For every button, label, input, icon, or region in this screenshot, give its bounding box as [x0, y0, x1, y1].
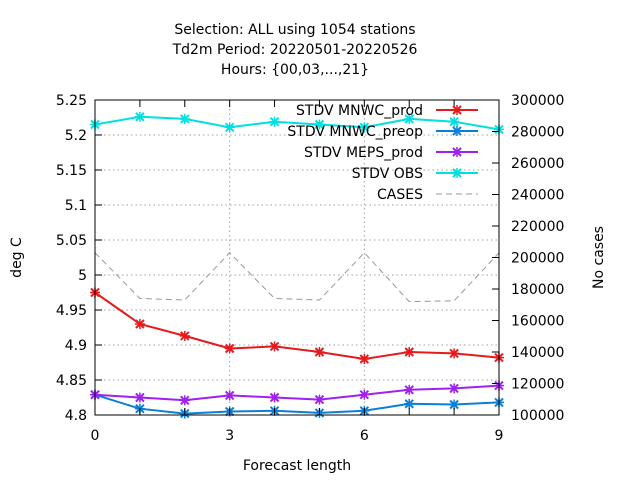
legend-marker [452, 105, 462, 115]
data-point [134, 392, 145, 403]
data-point [269, 341, 280, 352]
data-point [224, 343, 235, 354]
y-tick-label: 5.25 [56, 93, 87, 109]
data-point [224, 122, 235, 133]
legend-marker [452, 147, 462, 157]
data-point [404, 398, 415, 409]
chart-title-line: Hours: {00,03,...,21} [221, 62, 369, 78]
legend-item: STDV OBS [352, 166, 478, 182]
legend-item: STDV MEPS_prod [304, 145, 478, 161]
y-tick-label: 4.85 [56, 373, 87, 389]
legend-label: STDV MNWC_prod [296, 103, 423, 119]
y2-axis-label: No cases [591, 226, 607, 289]
chart-series [90, 111, 504, 419]
x-axis-label: Forecast length [243, 458, 351, 474]
y2-tick-label: 220000 [511, 219, 564, 235]
data-point [359, 389, 370, 400]
y2-tick-label: 100000 [511, 408, 564, 424]
y2-tick-label: 240000 [511, 188, 564, 204]
y2-tick-label: 300000 [511, 93, 564, 109]
data-point [449, 383, 460, 394]
data-point [134, 319, 145, 329]
data-point [314, 394, 325, 405]
data-point [269, 392, 280, 403]
x-tick-label: 6 [360, 428, 369, 444]
legend-label: STDV MNWC_preop [287, 124, 423, 140]
data-point [359, 354, 370, 364]
x-tick-label: 0 [91, 428, 100, 444]
data-point [404, 113, 415, 124]
legend-label: CASES [377, 187, 423, 203]
chart-title-line: Td2m Period: 20220501-20220526 [172, 42, 418, 58]
data-point [179, 330, 190, 341]
y2-tick-label: 200000 [511, 251, 564, 267]
y2-tick-label: 140000 [511, 345, 564, 361]
chart-title-line: Selection: ALL using 1054 stations [174, 22, 415, 38]
y2-tick-label: 280000 [511, 125, 564, 141]
y2-tick-label: 260000 [511, 156, 564, 172]
series-line-4 [94, 252, 500, 303]
y2-tick-label: 120000 [511, 377, 564, 393]
series-line-3 [94, 115, 500, 131]
chart-title: Selection: ALL using 1054 stations Td2m P… [172, 22, 418, 78]
x-tick-label: 3 [225, 428, 234, 444]
data-point [449, 116, 460, 127]
series-line-1 [94, 393, 500, 415]
y-tick-label: 5 [78, 268, 87, 284]
data-point [224, 390, 235, 401]
data-point [134, 111, 145, 122]
y-tick-label: 4.95 [56, 303, 87, 319]
data-point [314, 119, 325, 130]
x-tick-label: 9 [495, 428, 504, 444]
y-tick-label: 4.8 [65, 408, 87, 424]
y2-tick-label: 160000 [511, 314, 564, 330]
legend-item: STDV MNWC_preop [287, 124, 478, 140]
data-point [404, 347, 415, 357]
y-tick-label: 5.1 [65, 198, 87, 214]
legend-marker [452, 168, 462, 178]
data-point [404, 384, 415, 395]
legend-marker [452, 126, 462, 136]
plot-frame [94, 99, 500, 416]
chart-legend: STDV MNWC_prod STDV MNWC_preop STDV MEPS_p… [287, 103, 478, 203]
y-tick-label: 5.05 [56, 233, 87, 249]
legend-label: STDV MEPS_prod [304, 145, 423, 161]
y-tick-label: 5.15 [56, 163, 87, 179]
data-point [314, 347, 325, 357]
data-point [449, 348, 460, 359]
data-point [359, 122, 370, 133]
data-point [269, 116, 280, 127]
y-axis-label: deg C [9, 237, 25, 278]
series-line-0 [94, 291, 500, 361]
y-tick-label: 5.2 [65, 128, 87, 144]
data-point [449, 399, 460, 410]
series-line-2 [94, 384, 500, 402]
legend-item: STDV MNWC_prod [296, 103, 478, 119]
chart-ticks: 4.8 4.85 4.9 4.95 5 5.05 5.1 5.15 5.2 5.25 100000 1… [56, 93, 565, 444]
legend-item: CASES [377, 187, 478, 203]
y-tick-label: 4.9 [65, 338, 87, 354]
y2-tick-label: 180000 [511, 282, 564, 298]
chart-grid [95, 100, 499, 415]
data-point [179, 395, 190, 406]
legend-label: STDV OBS [352, 166, 423, 182]
data-point [179, 113, 190, 124]
